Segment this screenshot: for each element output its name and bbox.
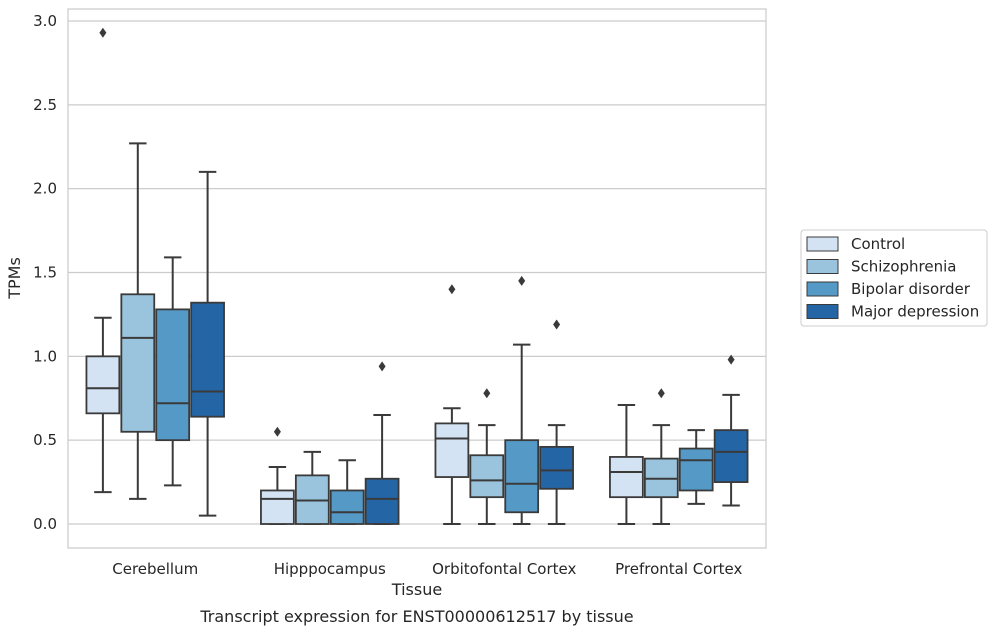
outlier-point [518,275,526,286]
box-body [713,429,749,483]
box-body [678,447,714,492]
box-0-2 [155,256,191,487]
box-0-1 [120,142,156,500]
y-tick-label: 0.5 [33,431,57,449]
x-tick-label: Prefrontal Cortex [615,560,742,578]
y-tick-label: 1.0 [33,347,57,365]
outlier-point [483,388,491,399]
y-tick-label: 0.0 [33,515,57,533]
box-body [539,445,574,490]
x-tick-label: Hipppocampus [274,560,386,578]
box-body [85,355,121,415]
box-0-0 [85,27,121,494]
legend-swatch [806,304,839,319]
box-2-1 [469,388,505,525]
legend-label: Bipolar disorder [851,280,971,298]
box-1-3 [364,361,400,525]
legend-frame [800,229,988,327]
box-body [364,477,400,525]
box-body [190,301,225,418]
y-tick-label: 2.0 [33,180,57,198]
legend-swatch [806,281,839,297]
outlier-point [448,284,456,295]
box-2-0 [434,284,470,525]
legend-swatch [806,259,839,274]
box-body [609,456,644,499]
outlier-point [553,319,561,330]
box-body [504,439,540,514]
outlier-point [378,361,386,372]
legend: Control Schizophrenia Bipolar disorder Majo… [800,229,988,327]
box-body [155,308,191,442]
x-tick-labels: Cerebellum Hipppocampus Orbitofontal Corte… [112,560,742,578]
box-body [329,489,365,525]
legend-label: Schizophrenia [851,258,956,276]
box-body [469,454,505,499]
legend-swatch [806,236,839,252]
outlier-point [273,426,281,437]
box-3-1 [643,388,679,525]
y-axis-label: TPMs [5,257,24,300]
y-tick-labels: 0.0 0.5 1.0 1.5 2.0 2.5 3.0 [33,12,57,533]
box-1-2 [329,459,365,525]
box-3-3 [713,354,749,507]
legend-label: Major depression [851,303,979,321]
box-2-3 [539,319,574,525]
x-axis-label: Tissue [391,580,442,599]
box-3-0 [609,403,644,525]
box-3-2 [678,429,714,505]
legend-label: Control [851,235,905,253]
y-tick-label: 1.5 [33,264,57,282]
box-body [434,422,470,478]
box-body [260,489,295,525]
outlier-point [727,354,735,365]
x-tick-label: Cerebellum [112,560,198,578]
outlier-point [99,27,107,38]
chart-caption: Transcript expression for ENST0000061251… [199,607,633,626]
box-2-2 [504,275,540,525]
box-layer [85,27,749,525]
y-tick-label: 3.0 [33,12,57,30]
plot-frame [67,8,767,549]
y-tick-label: 2.5 [33,96,57,114]
x-tick-label: Orbitofontal Cortex [432,560,576,578]
box-body [120,293,156,433]
outlier-point [657,388,665,399]
box-1-1 [294,450,330,525]
box-1-0 [260,426,295,525]
box-0-3 [190,170,225,517]
